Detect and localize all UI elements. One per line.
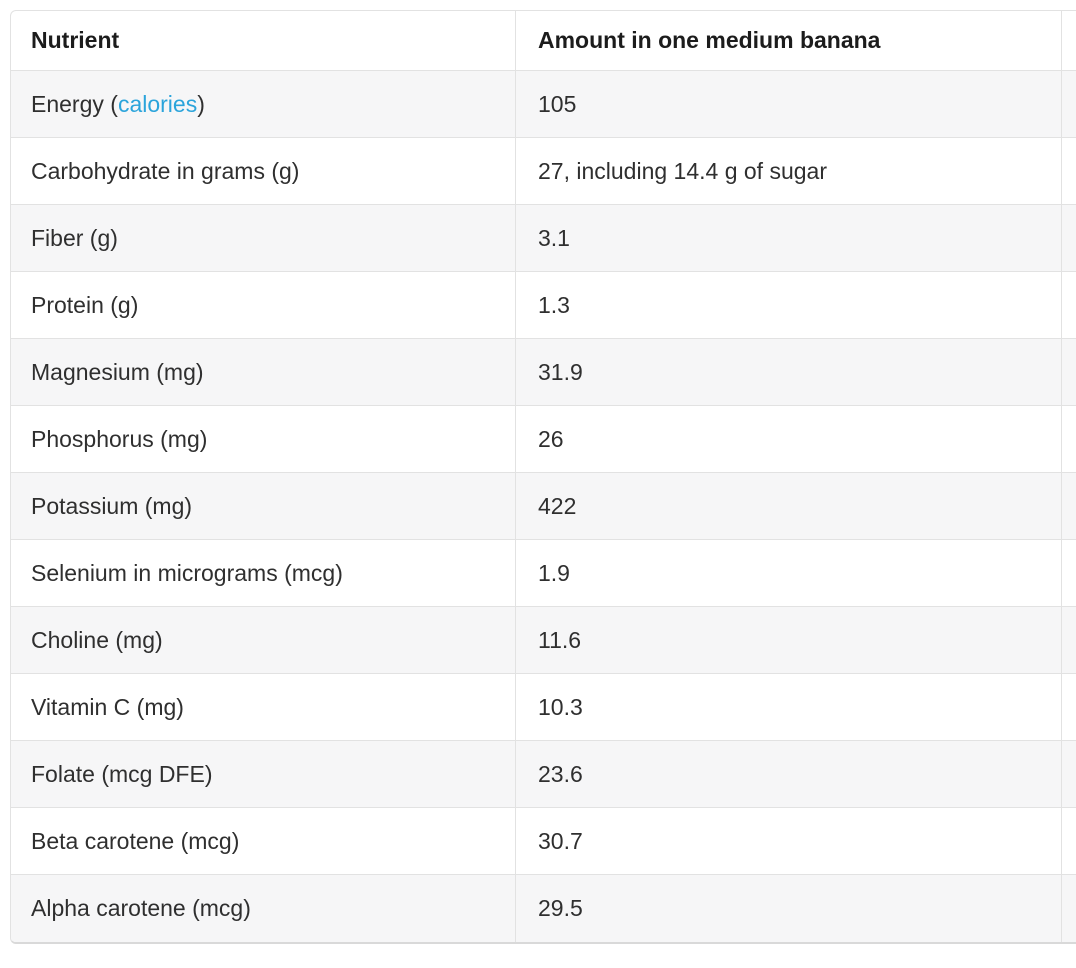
amount-cell: 29.5: [516, 875, 1062, 942]
amount-cell: 26: [516, 406, 1062, 473]
nutrient-cell: Folate (mcg DFE): [11, 741, 516, 808]
overflow-column-header: [1062, 11, 1076, 71]
nutrient-cell: Fiber (g): [11, 205, 516, 272]
nutrient-label-part: ): [197, 90, 205, 117]
overflow-cell: [1062, 741, 1076, 808]
nutrient-cell: Beta carotene (mcg): [11, 808, 516, 875]
table-row: Carbohydrate in grams (g) 27, including …: [11, 138, 1076, 205]
nutrient-cell: Protein (g): [11, 272, 516, 339]
overflow-cell: [1062, 339, 1076, 406]
overflow-cell: [1062, 71, 1076, 138]
amount-cell: 10.3: [516, 674, 1062, 741]
table-row: Beta carotene (mcg) 30.7: [11, 808, 1076, 875]
amount-cell: 27, including 14.4 g of sugar: [516, 138, 1062, 205]
overflow-cell: [1062, 674, 1076, 741]
amount-cell: 105: [516, 71, 1062, 138]
amount-cell: 1.3: [516, 272, 1062, 339]
nutrient-cell: Energy (calories): [11, 71, 516, 138]
table-row: Protein (g) 1.3: [11, 272, 1076, 339]
overflow-cell: [1062, 406, 1076, 473]
header-row: Nutrient Amount in one medium banana: [11, 11, 1076, 71]
overflow-cell: [1062, 138, 1076, 205]
table-row: Fiber (g) 3.1: [11, 205, 1076, 272]
overflow-cell: [1062, 875, 1076, 942]
nutrient-label-part: Energy (: [31, 90, 118, 117]
amount-cell: 422: [516, 473, 1062, 540]
nutrient-cell: Vitamin C (mg): [11, 674, 516, 741]
table-row: Alpha carotene (mcg) 29.5: [11, 875, 1076, 942]
overflow-cell: [1062, 540, 1076, 607]
nutrient-cell: Carbohydrate in grams (g): [11, 138, 516, 205]
table-row: Selenium in micrograms (mcg) 1.9: [11, 540, 1076, 607]
amount-cell: 11.6: [516, 607, 1062, 674]
calories-link[interactable]: calories: [117, 90, 198, 117]
nutrient-cell: Phosphorus (mg): [11, 406, 516, 473]
nutrient-cell: Magnesium (mg): [11, 339, 516, 406]
nutrient-cell: Selenium in micrograms (mcg): [11, 540, 516, 607]
amount-cell: 23.6: [516, 741, 1062, 808]
column-header-amount: Amount in one medium banana: [516, 11, 1062, 71]
table-row: Energy (calories) 105: [11, 71, 1076, 138]
amount-cell: 3.1: [516, 205, 1062, 272]
nutrient-cell: Alpha carotene (mcg): [11, 875, 516, 942]
table-row: Potassium (mg) 422: [11, 473, 1076, 540]
nutrition-table-container: Nutrient Amount in one medium banana Ene…: [10, 10, 1076, 944]
table-row: Phosphorus (mg) 26: [11, 406, 1076, 473]
table-row: Magnesium (mg) 31.9: [11, 339, 1076, 406]
nutrition-table: Nutrient Amount in one medium banana Ene…: [11, 11, 1076, 942]
nutrient-cell: Choline (mg): [11, 607, 516, 674]
table-row: Vitamin C (mg) 10.3: [11, 674, 1076, 741]
nutrient-cell: Potassium (mg): [11, 473, 516, 540]
column-header-nutrient: Nutrient: [11, 11, 516, 71]
amount-cell: 30.7: [516, 808, 1062, 875]
overflow-cell: [1062, 808, 1076, 875]
table-row: Folate (mcg DFE) 23.6: [11, 741, 1076, 808]
overflow-cell: [1062, 607, 1076, 674]
table-row: Choline (mg) 11.6: [11, 607, 1076, 674]
overflow-cell: [1062, 473, 1076, 540]
overflow-cell: [1062, 205, 1076, 272]
amount-cell: 31.9: [516, 339, 1062, 406]
amount-cell: 1.9: [516, 540, 1062, 607]
overflow-cell: [1062, 272, 1076, 339]
